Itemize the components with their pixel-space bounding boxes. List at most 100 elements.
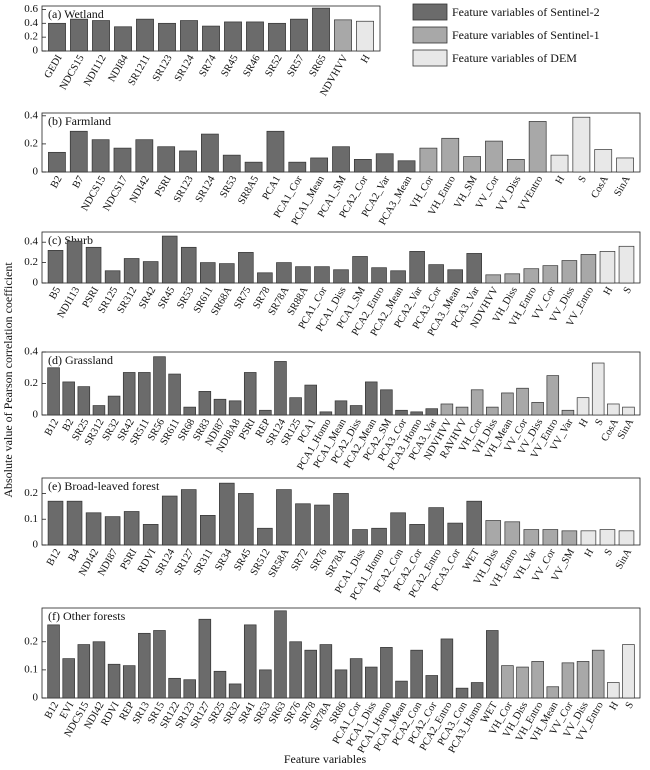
bar (48, 22, 66, 52)
bar (92, 405, 106, 416)
bar (77, 386, 91, 416)
bar (180, 489, 197, 546)
x-tick-label: SR1211 (126, 53, 152, 87)
bar (501, 665, 514, 699)
bar (319, 644, 333, 699)
bar (523, 268, 540, 284)
x-tick-label: SR124 (194, 174, 218, 205)
bar (70, 18, 88, 52)
x-tick-label: SR34 (213, 547, 235, 573)
x-tick-label: S (624, 700, 637, 711)
bar (380, 389, 393, 416)
panel-title: (a) Wetland (48, 7, 104, 21)
y-axis-label: Absolute value of Pearson correlation co… (1, 262, 15, 498)
bar (122, 665, 136, 699)
x-tick-label: B2 (61, 417, 77, 433)
bar (135, 139, 154, 173)
bar (546, 375, 560, 416)
bar (528, 121, 547, 173)
bar (395, 680, 408, 699)
x-tick-label: CosA (589, 174, 611, 201)
bar (466, 253, 482, 284)
bar (276, 489, 292, 546)
bar (243, 372, 257, 416)
y-tick-label: 0.6 (24, 3, 38, 15)
bar (365, 666, 378, 699)
y-tick-label: 0.2 (24, 256, 38, 268)
y-tick-label: 0 (33, 45, 39, 57)
bar (304, 384, 317, 416)
bar (576, 661, 590, 699)
bar (224, 21, 242, 52)
bar (168, 373, 181, 416)
bar (550, 154, 569, 173)
x-tick-label: SR124 (173, 53, 197, 84)
x-tick-label: SR65 (307, 53, 328, 79)
bar (180, 246, 197, 284)
x-tick-label: B12 (45, 547, 63, 568)
y-tick-label: 0.1 (24, 663, 38, 675)
bar (113, 147, 132, 173)
bar (542, 529, 559, 546)
bar (314, 504, 330, 546)
bar (365, 381, 378, 416)
bar (122, 372, 136, 416)
bar (371, 267, 387, 284)
x-tick-label: SinA (612, 174, 633, 199)
bar (349, 405, 363, 416)
bar (257, 272, 273, 284)
bar (371, 527, 387, 546)
bar (198, 618, 212, 699)
y-tick-label: 0.2 (24, 635, 38, 647)
bar (531, 402, 544, 416)
x-tick-label: SR53 (218, 174, 239, 200)
bar (104, 270, 121, 284)
x-tick-label: SR123 (172, 174, 196, 204)
x-axis-label: Feature variables (284, 752, 367, 766)
bar (153, 630, 166, 699)
bar (202, 25, 220, 52)
bar (158, 22, 176, 52)
bar (523, 529, 540, 546)
bar (266, 130, 285, 173)
bar (238, 493, 254, 546)
bar (410, 411, 423, 416)
y-tick-label: 0 (33, 277, 39, 289)
bar (395, 409, 408, 416)
bar (440, 403, 454, 416)
x-tick-label: SR74 (197, 53, 219, 79)
bar (618, 530, 635, 546)
bar (85, 512, 102, 546)
bar (447, 522, 463, 546)
bar (591, 649, 605, 699)
bar (259, 669, 272, 699)
y-tick-label: 0 (33, 166, 39, 178)
panel-title: (e) Broad-leaved forest (48, 479, 160, 493)
bar (276, 262, 292, 284)
bar (288, 161, 307, 173)
bar (516, 666, 529, 699)
x-tick-label: H (583, 547, 597, 559)
bar (183, 406, 196, 416)
bar (425, 408, 439, 416)
bar (607, 682, 620, 699)
x-tick-label: S (603, 547, 616, 558)
x-tick-label: B4 (67, 547, 83, 564)
x-tick-label: S (593, 417, 606, 428)
bar (200, 262, 216, 284)
x-tick-label: PCA1 (261, 174, 283, 202)
bar (47, 624, 60, 699)
bar (352, 256, 368, 284)
bar (561, 409, 575, 416)
bar (136, 18, 154, 52)
x-tick-label: SR45 (219, 53, 240, 79)
bar (200, 515, 216, 546)
bar (179, 150, 197, 173)
bar (69, 130, 88, 173)
y-tick-label: 0.1 (24, 513, 38, 525)
bar (470, 389, 484, 416)
bar (142, 261, 159, 284)
bar (455, 687, 469, 699)
bar (183, 679, 196, 699)
bar (349, 658, 363, 699)
